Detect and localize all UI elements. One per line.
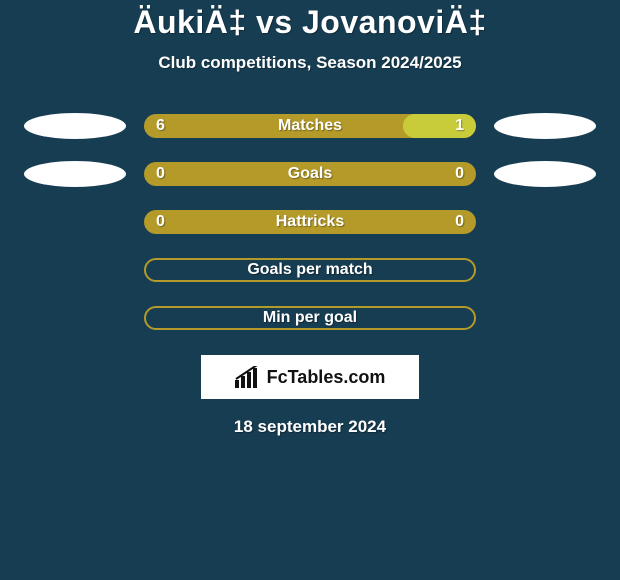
player-right-badge [494,161,596,187]
stat-row: 0 Goals 0 [0,161,620,187]
stat-label: Hattricks [276,213,344,231]
page-subtitle: Club competitions, Season 2024/2025 [158,53,461,73]
stat-bar-goals-per-match: Goals per match [144,258,476,282]
stat-bar-matches: 6 Matches 1 [144,114,476,138]
comparison-widget: ÄukiÄ‡ vs JovanoviÄ‡ Club competitions, … [0,0,620,437]
snapshot-date: 18 september 2024 [234,417,386,437]
player-right-badge [494,209,596,235]
stat-right-value: 1 [455,117,464,135]
stat-row: Min per goal [0,305,620,331]
player-right-badge [494,257,596,283]
player-right-badge [494,113,596,139]
player-left-badge [24,113,126,139]
page-title: ÄukiÄ‡ vs JovanoviÄ‡ [133,4,486,41]
stat-row: 6 Matches 1 [0,113,620,139]
chart-bars-icon [235,366,261,388]
stat-left-value: 0 [156,165,165,183]
stat-bar-goals: 0 Goals 0 [144,162,476,186]
stat-label: Goals [288,165,332,183]
player-left-badge [24,305,126,331]
credit-text: FcTables.com [267,367,386,388]
credit-banner[interactable]: FcTables.com [201,355,419,399]
stat-row: Goals per match [0,257,620,283]
stat-left-value: 0 [156,213,165,231]
stat-right-value: 0 [455,213,464,231]
stat-bar-hattricks: 0 Hattricks 0 [144,210,476,234]
stat-row: 0 Hattricks 0 [0,209,620,235]
stat-rows: 6 Matches 1 0 Goals 0 0 Hattricks 0 [0,113,620,331]
player-left-badge [24,257,126,283]
stat-bar-min-per-goal: Min per goal [144,306,476,330]
stat-right-value: 0 [455,165,464,183]
bar-fill-right [403,114,476,138]
player-right-badge [494,305,596,331]
stat-label: Matches [278,117,342,135]
stat-label: Min per goal [263,309,357,327]
stat-left-value: 6 [156,117,165,135]
stat-label: Goals per match [247,261,372,279]
player-left-badge [24,209,126,235]
player-left-badge [24,161,126,187]
